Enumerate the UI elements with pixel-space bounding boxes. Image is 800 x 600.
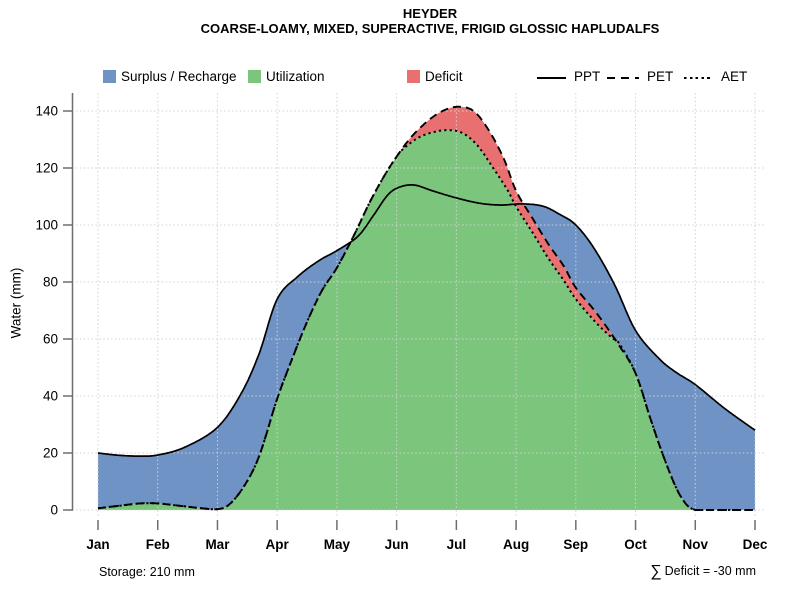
surplus-swatch (103, 70, 116, 83)
x-tick-label-nov: Nov (683, 537, 709, 552)
y-tick-label-60: 60 (43, 332, 58, 347)
y-tick-label-140: 140 (35, 104, 58, 119)
y-tick-label-100: 100 (35, 218, 58, 233)
surplus-area-2 (525, 204, 755, 510)
y-tick-label-40: 40 (43, 389, 58, 404)
ppt-curve (97, 184, 756, 457)
pet-legend-label: PET (647, 69, 674, 84)
legend: Surplus / Recharge Utilization Deficit P… (0, 68, 800, 88)
x-tick-label-may: May (324, 537, 351, 552)
pet-curve (97, 105, 755, 511)
y-tick-label-0: 0 (50, 503, 58, 518)
chart-subtitle: COARSE-LOAMY, MIXED, SUPERACTIVE, FRIGID… (200, 21, 660, 36)
x-tick-label-oct: Oct (624, 537, 647, 552)
surplus-legend-label: Surplus / Recharge (121, 69, 237, 84)
x-tick-label-sep: Sep (563, 537, 588, 552)
aet-legend-label: AET (721, 69, 748, 84)
aet-line-sample-icon (684, 77, 712, 79)
utilization-swatch (248, 70, 261, 83)
x-tick-label-jan: Jan (86, 537, 109, 552)
y-axis-label: Water (mm) (8, 267, 24, 339)
ppt-line-sample-icon (537, 77, 566, 79)
utilization-legend-label: Utilization (266, 69, 325, 84)
y-tick-label-120: 120 (35, 161, 58, 176)
sigma-icon: ∑ (650, 563, 662, 580)
x-tick-label-jul: Jul (447, 537, 467, 552)
deficit-area (398, 106, 620, 347)
y-tick-label-20: 20 (43, 446, 58, 461)
deficit-swatch (407, 70, 420, 83)
deficit-annotation: ∑ Deficit = -30 mm (650, 563, 756, 581)
title-block: HEYDER COARSE-LOAMY, MIXED, SUPERACTIVE,… (58, 6, 800, 36)
deficit-annotation-text: Deficit = -30 mm (664, 564, 756, 578)
surplus-area-1 (98, 242, 350, 510)
y-tick-label-80: 80 (43, 275, 58, 290)
deficit-legend-label: Deficit (425, 69, 463, 84)
pet-line-sample-icon (607, 77, 639, 79)
x-tick-label-mar: Mar (205, 537, 230, 552)
x-tick-label-feb: Feb (146, 537, 170, 552)
chart-title: HEYDER (402, 6, 458, 21)
x-tick-label-dec: Dec (743, 537, 768, 552)
x-tick-label-jun: Jun (385, 537, 409, 552)
storage-annotation: Storage: 210 mm (99, 565, 195, 579)
ppt-legend-label: PPT (574, 69, 601, 84)
x-tick-label-apr: Apr (266, 537, 290, 552)
x-tick-label-aug: Aug (503, 537, 529, 552)
aet-curve (97, 129, 755, 511)
